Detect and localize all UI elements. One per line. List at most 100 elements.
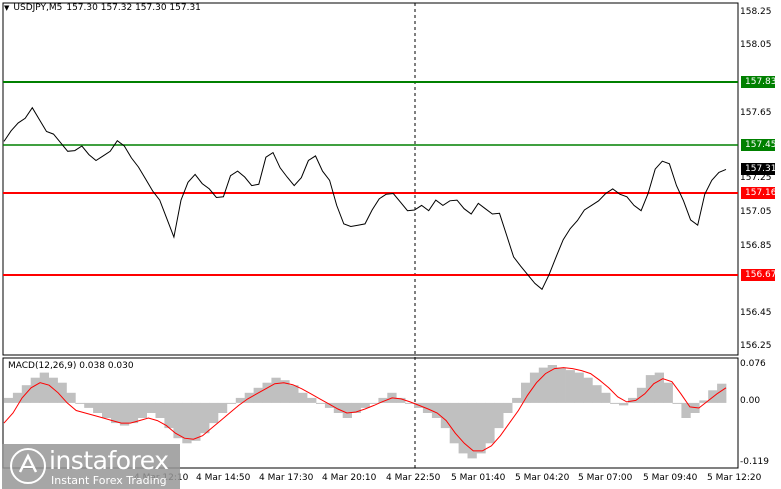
macd-histogram-bar bbox=[654, 372, 664, 403]
time-axis-label: 5 Mar 01:40 bbox=[451, 473, 506, 483]
macd-histogram-bar bbox=[619, 402, 629, 406]
macd-histogram-bar bbox=[538, 367, 549, 403]
price-axis-label: 156.45 bbox=[740, 308, 772, 318]
current-price-tag: 157.31 bbox=[741, 163, 777, 175]
price-axis-label: 157.05 bbox=[740, 207, 772, 217]
macd-histogram-bar bbox=[102, 402, 112, 418]
macd-histogram-bar bbox=[592, 385, 602, 403]
macd-histogram-bar bbox=[39, 372, 49, 403]
macd-histogram-bar bbox=[84, 402, 94, 408]
macd-histogram-bar bbox=[93, 402, 103, 413]
macd-histogram-bar bbox=[547, 365, 557, 403]
time-axis-label: 4 Mar 20:10 bbox=[322, 473, 377, 483]
macd-histogram-bar bbox=[449, 402, 459, 444]
macd-histogram bbox=[4, 365, 727, 459]
macd-histogram-bar bbox=[146, 402, 156, 413]
macd-histogram-bar bbox=[209, 402, 219, 424]
macd-histogram-bar bbox=[663, 382, 673, 403]
macd-histogram-bar bbox=[717, 383, 727, 403]
macd-histogram-bar bbox=[405, 402, 415, 404]
macd-histogram-bar bbox=[155, 402, 165, 418]
macd-histogram-bar bbox=[57, 382, 67, 403]
macd-histogram-bar bbox=[699, 400, 709, 403]
time-axis-label: 4 Mar 22:50 bbox=[386, 473, 441, 483]
macd-histogram-bar bbox=[458, 402, 468, 454]
price-series-line bbox=[3, 106, 727, 291]
macd-histogram-bar bbox=[565, 370, 575, 403]
macd-histogram-bar bbox=[324, 402, 335, 408]
macd-histogram-bar bbox=[316, 402, 326, 404]
price-axis-label: 156.25 bbox=[740, 341, 772, 351]
macd-header: MACD(12,26,9) 0.038 0.030 bbox=[8, 361, 134, 371]
macd-histogram-bar bbox=[21, 385, 32, 403]
macd-histogram-bar bbox=[66, 392, 76, 403]
macd-axis-label: 0.00 bbox=[740, 396, 761, 406]
time-axis-label: 4 Mar 14:50 bbox=[196, 473, 251, 483]
level-tag-157-45: 157.45 bbox=[741, 139, 777, 151]
macd-histogram-bar bbox=[30, 377, 40, 403]
macd-histogram-bar bbox=[119, 402, 130, 426]
time-axis-label: 5 Mar 09:40 bbox=[643, 473, 698, 483]
macd-histogram-bar bbox=[422, 402, 433, 413]
macd-histogram-bar bbox=[298, 392, 308, 403]
macd-histogram-bar bbox=[4, 397, 14, 403]
price-axis-label: 156.85 bbox=[740, 241, 772, 251]
instaforex-logo-icon bbox=[10, 448, 46, 484]
time-axis-label: 4 Mar 17:30 bbox=[259, 473, 314, 483]
macd-histogram-bar bbox=[48, 377, 58, 403]
macd-histogram-bar bbox=[467, 402, 477, 459]
macd-histogram-bar bbox=[628, 397, 638, 403]
macd-histogram-bar bbox=[378, 397, 388, 403]
symbol-label: USDJPY,M5 bbox=[13, 3, 63, 13]
macd-histogram-bar bbox=[512, 397, 522, 403]
macd-histogram-bar bbox=[369, 402, 379, 404]
macd-histogram-bar bbox=[289, 385, 299, 403]
macd-axis-label: 0.076 bbox=[740, 359, 766, 369]
macd-histogram-bar bbox=[226, 402, 237, 404]
macd-panel-border bbox=[2, 357, 739, 469]
macd-histogram-bar bbox=[556, 367, 566, 403]
macd-histogram-bar bbox=[235, 397, 246, 403]
watermark-tagline: Instant Forex Trading bbox=[51, 474, 167, 487]
price-axis-label: 158.05 bbox=[740, 40, 772, 50]
macd-histogram-bar bbox=[333, 402, 344, 413]
macd-histogram-bar bbox=[503, 402, 513, 413]
level-tag-156-67: 156.67 bbox=[741, 269, 777, 281]
ohlc-values: 157.30 157.32 157.30 157.31 bbox=[66, 3, 201, 13]
macd-histogram-bar bbox=[360, 402, 370, 408]
level-tag-157-83: 157.83 bbox=[741, 76, 777, 88]
macd-histogram-bar bbox=[672, 402, 682, 404]
macd-histogram-bar bbox=[645, 375, 656, 403]
macd-histogram-bar bbox=[351, 402, 361, 413]
macd-histogram-bar bbox=[111, 402, 121, 424]
level-tag-157-16: 157.16 bbox=[741, 187, 777, 199]
macd-histogram-bar bbox=[271, 377, 281, 403]
price-panel-border bbox=[2, 2, 739, 356]
macd-histogram-bar bbox=[217, 402, 228, 413]
macd-histogram-bar bbox=[128, 402, 139, 424]
macd-histogram-bar bbox=[200, 402, 210, 434]
macd-histogram-bar bbox=[476, 402, 486, 454]
macd-histogram-bar bbox=[396, 397, 406, 403]
macd-histogram-bar bbox=[521, 382, 531, 403]
macd-histogram-bar bbox=[440, 402, 451, 429]
triangle-down-icon[interactable]: ▼ bbox=[4, 4, 10, 12]
macd-histogram-bar bbox=[681, 402, 691, 418]
macd-histogram-bar bbox=[342, 402, 352, 418]
time-axis-label: 5 Mar 12:20 bbox=[707, 473, 762, 483]
macd-histogram-bar bbox=[574, 372, 584, 403]
macd-histogram-bar bbox=[529, 372, 540, 403]
instaforex-watermark: instaforex Instant Forex Trading bbox=[2, 444, 180, 489]
macd-histogram-bar bbox=[610, 402, 620, 404]
macd-histogram-bar bbox=[583, 377, 593, 403]
price-axis-label: 158.25 bbox=[740, 7, 772, 17]
macd-histogram-bar bbox=[601, 392, 611, 403]
macd-histogram-bar bbox=[431, 402, 442, 418]
macd-histogram-bar bbox=[485, 402, 495, 444]
macd-histogram-bar bbox=[164, 402, 174, 429]
time-axis-label: 5 Mar 07:00 bbox=[578, 473, 633, 483]
macd-histogram-bar bbox=[494, 402, 504, 429]
price-axis-label: 157.25 bbox=[740, 173, 772, 183]
macd-histogram-bar bbox=[173, 402, 183, 439]
